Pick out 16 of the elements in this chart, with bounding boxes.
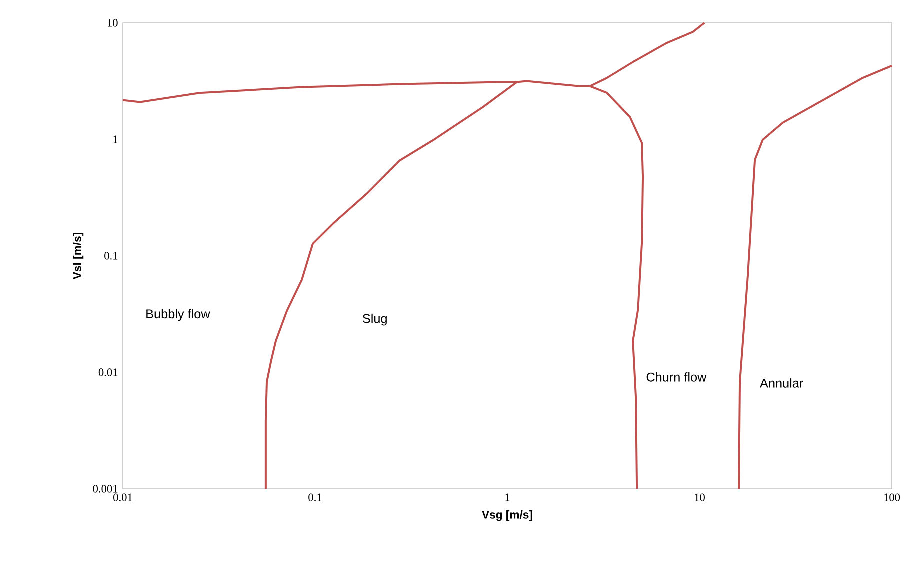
y-tick-label: 0.01 [98,368,118,376]
annotation: Bubbly flow [146,309,210,322]
annotation: Churn flow [646,372,707,382]
annotation: Annular [760,378,804,388]
y-tick-label: 0.001 [93,485,118,493]
x-tick-label: 10 [695,494,705,502]
y-tick-label: 0.1 [104,252,118,260]
x-tick-label: 0.01 [114,494,132,502]
annotation: Slug [363,314,387,326]
x-tick-label: 1 [506,494,510,502]
y-axis-title: Vsl [m/s] [73,233,84,280]
x-tick-label: 100 [884,494,900,502]
x-axis-title: Vsg [m/s] [482,510,532,522]
y-tick-label: 1 [114,136,118,144]
y-tick-label: 10 [108,19,118,27]
x-tick-label: 0.1 [308,494,322,502]
